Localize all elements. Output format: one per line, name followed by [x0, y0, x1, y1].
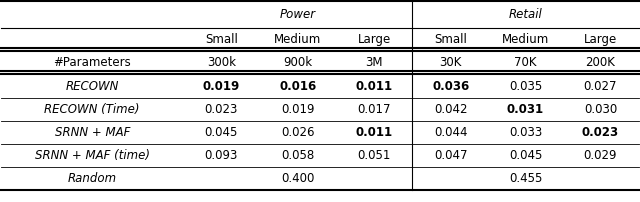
Text: 0.026: 0.026: [281, 126, 314, 139]
Text: 0.011: 0.011: [356, 80, 393, 93]
Text: 0.044: 0.044: [434, 126, 467, 139]
Text: Small: Small: [205, 33, 237, 46]
Text: 0.400: 0.400: [281, 172, 314, 185]
Text: 0.019: 0.019: [281, 103, 314, 116]
Text: RECOWN (Time): RECOWN (Time): [44, 103, 140, 116]
Text: 0.029: 0.029: [584, 149, 617, 162]
Text: 0.036: 0.036: [432, 80, 469, 93]
Text: 200K: 200K: [586, 56, 615, 69]
Text: 30K: 30K: [440, 56, 462, 69]
Text: 900k: 900k: [283, 56, 312, 69]
Text: Retail: Retail: [509, 8, 542, 21]
Text: 3M: 3M: [365, 56, 383, 69]
Text: RECOWN: RECOWN: [65, 80, 119, 93]
Text: Large: Large: [358, 33, 391, 46]
Text: 70K: 70K: [515, 56, 537, 69]
Text: 0.045: 0.045: [509, 149, 542, 162]
Text: SRNN + MAF: SRNN + MAF: [54, 126, 130, 139]
Text: 0.058: 0.058: [281, 149, 314, 162]
Text: SRNN + MAF (time): SRNN + MAF (time): [35, 149, 150, 162]
Text: 0.016: 0.016: [279, 80, 316, 93]
Text: 300k: 300k: [207, 56, 236, 69]
Text: 0.035: 0.035: [509, 80, 542, 93]
Text: #Parameters: #Parameters: [53, 56, 131, 69]
Text: Medium: Medium: [502, 33, 549, 46]
Text: 0.047: 0.047: [434, 149, 467, 162]
Text: Random: Random: [68, 172, 116, 185]
Text: 0.051: 0.051: [358, 149, 391, 162]
Text: Small: Small: [434, 33, 467, 46]
Text: 0.023: 0.023: [582, 126, 619, 139]
Text: 0.030: 0.030: [584, 103, 617, 116]
Text: 0.027: 0.027: [584, 80, 617, 93]
Text: Large: Large: [584, 33, 617, 46]
Text: 0.045: 0.045: [205, 126, 238, 139]
Text: 0.033: 0.033: [509, 126, 542, 139]
Text: Power: Power: [280, 8, 316, 21]
Text: 0.023: 0.023: [205, 103, 238, 116]
Text: 0.019: 0.019: [203, 80, 240, 93]
Text: 0.042: 0.042: [434, 103, 467, 116]
Text: 0.031: 0.031: [507, 103, 544, 116]
Text: 0.011: 0.011: [356, 126, 393, 139]
Text: Medium: Medium: [274, 33, 321, 46]
Text: 0.017: 0.017: [357, 103, 391, 116]
Text: 0.455: 0.455: [509, 172, 542, 185]
Text: 0.093: 0.093: [205, 149, 238, 162]
